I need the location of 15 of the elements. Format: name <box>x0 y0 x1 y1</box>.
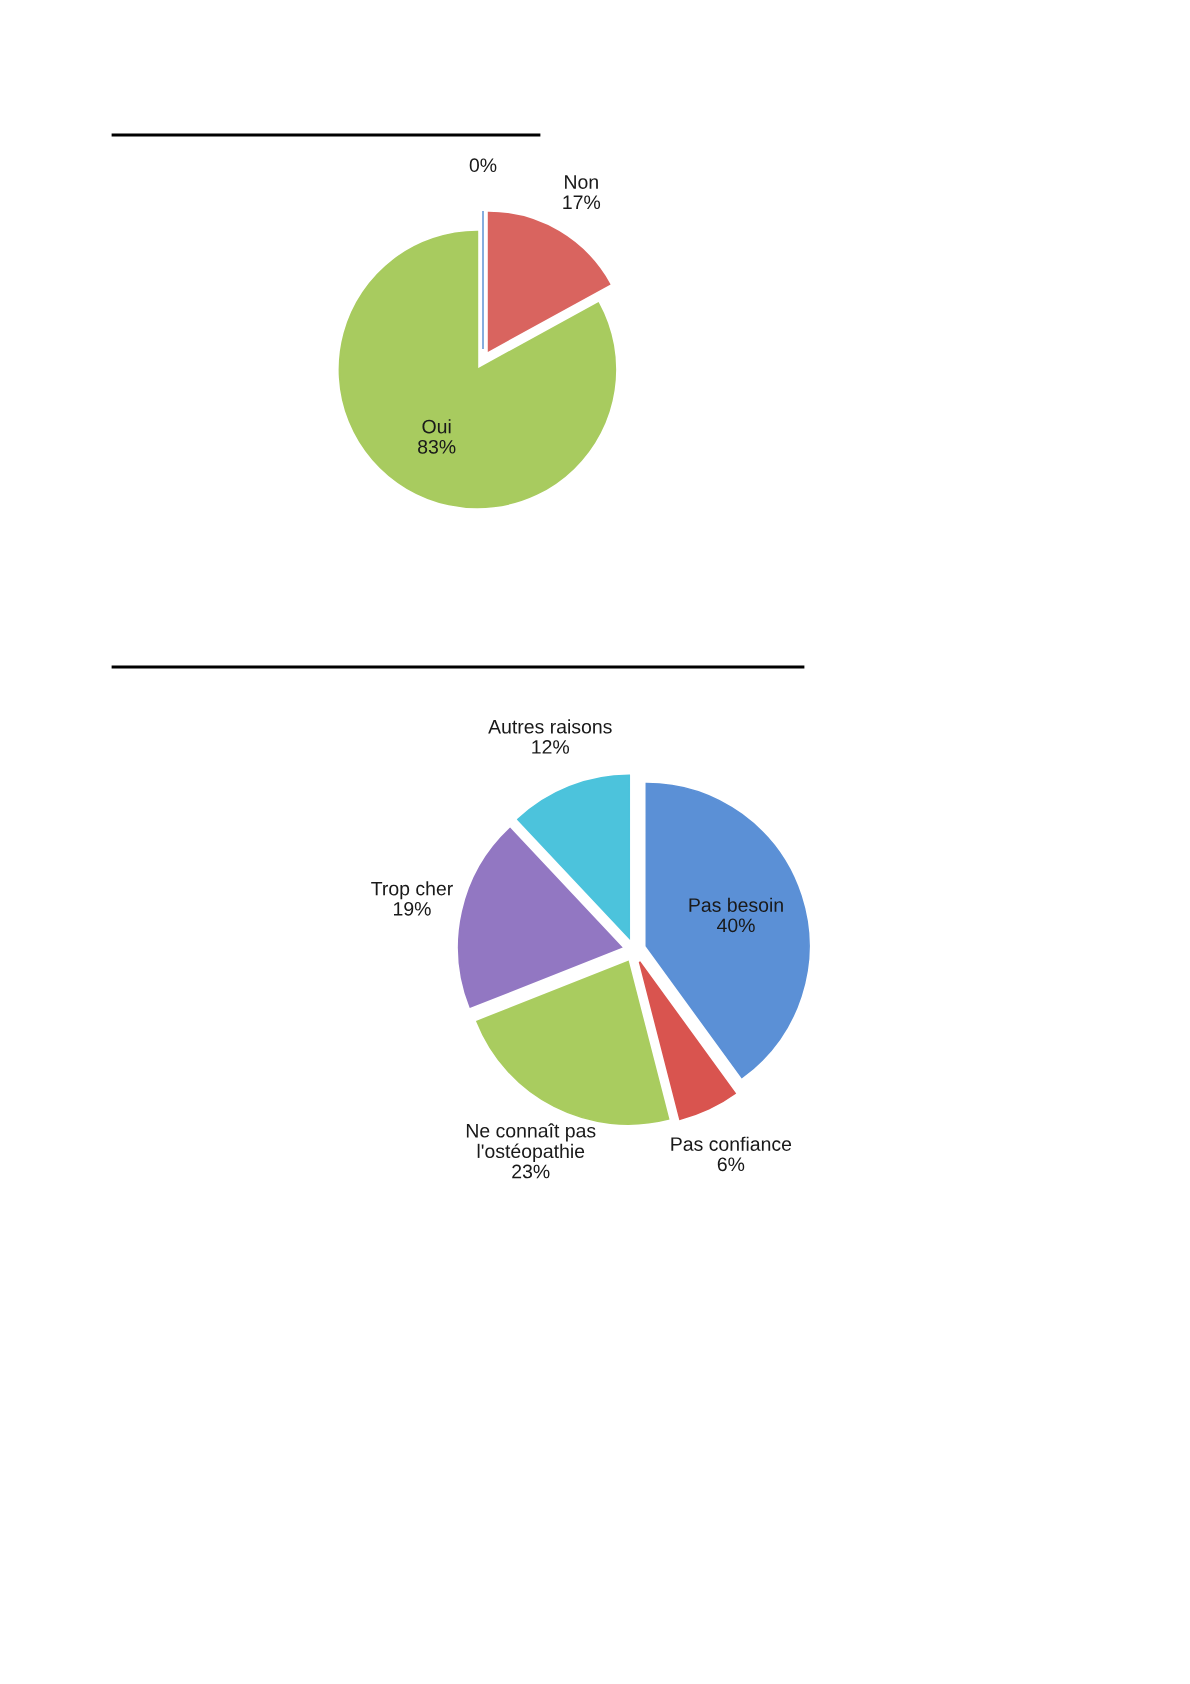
slice-label: Trop cher <box>371 881 453 900</box>
slice-label: Ne connaît pas l'ostéopathie <box>466 1123 596 1162</box>
data-label: 12% <box>532 740 570 754</box>
data-label: 17% <box>563 195 601 210</box>
data-label: 83% <box>418 439 456 454</box>
slice-label: Pas confiance <box>671 1136 792 1151</box>
data-label: 6% <box>717 1157 745 1172</box>
data-label: 23% <box>512 1164 550 1179</box>
slice-label: Autres raisons <box>488 719 612 734</box>
data-label: 40% <box>716 918 755 933</box>
slice-label: Oui <box>422 419 451 434</box>
text: 0% <box>469 158 497 173</box>
slice-label: Pas besoin <box>689 897 783 912</box>
slice-label: Non <box>565 175 598 189</box>
data-label: 19% <box>394 901 431 916</box>
